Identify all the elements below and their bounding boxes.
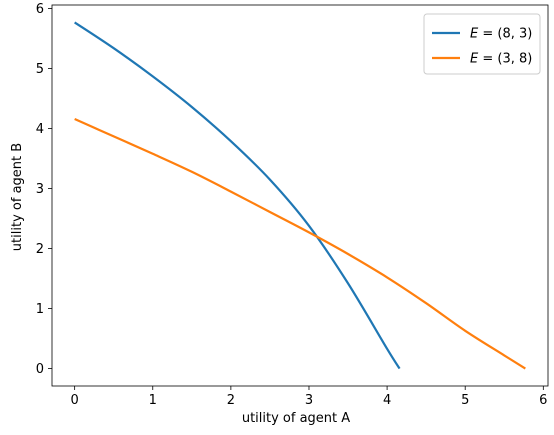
legend-label-1: E = (8, 3): [470, 27, 532, 42]
y-tick-label: 3: [36, 182, 44, 197]
y-tick-label: 6: [36, 2, 44, 17]
series-lines: [74, 21, 526, 370]
y-tick-label: 1: [36, 302, 44, 317]
series-line-1: [74, 21, 401, 370]
y-tick-label: 2: [36, 242, 44, 257]
y-tick-label: 5: [36, 62, 44, 77]
x-tick-label: 1: [149, 393, 157, 408]
x-tick-label: 2: [227, 393, 235, 408]
x-tick-label: 4: [383, 393, 391, 408]
y-tick-label: 4: [36, 122, 44, 137]
x-tick-label: 6: [539, 393, 547, 408]
y-axis-label: utility of agent B: [10, 143, 25, 251]
x-axis-label: utility of agent A: [242, 411, 350, 426]
legend: E = (8, 3) E = (3, 8): [423, 13, 541, 75]
x-tick-label: 0: [71, 393, 79, 408]
x-tick-label: 5: [461, 393, 469, 408]
series-line-2: [74, 117, 526, 370]
y-tick-label: 0: [36, 362, 44, 377]
x-axis-ticks: 0 1 2 3 4 5 6: [71, 386, 547, 408]
y-axis-ticks: 0 1 2 3 4 5 6: [36, 2, 52, 377]
x-tick-label: 3: [305, 393, 313, 408]
legend-label-2: E = (3, 8): [470, 52, 532, 67]
